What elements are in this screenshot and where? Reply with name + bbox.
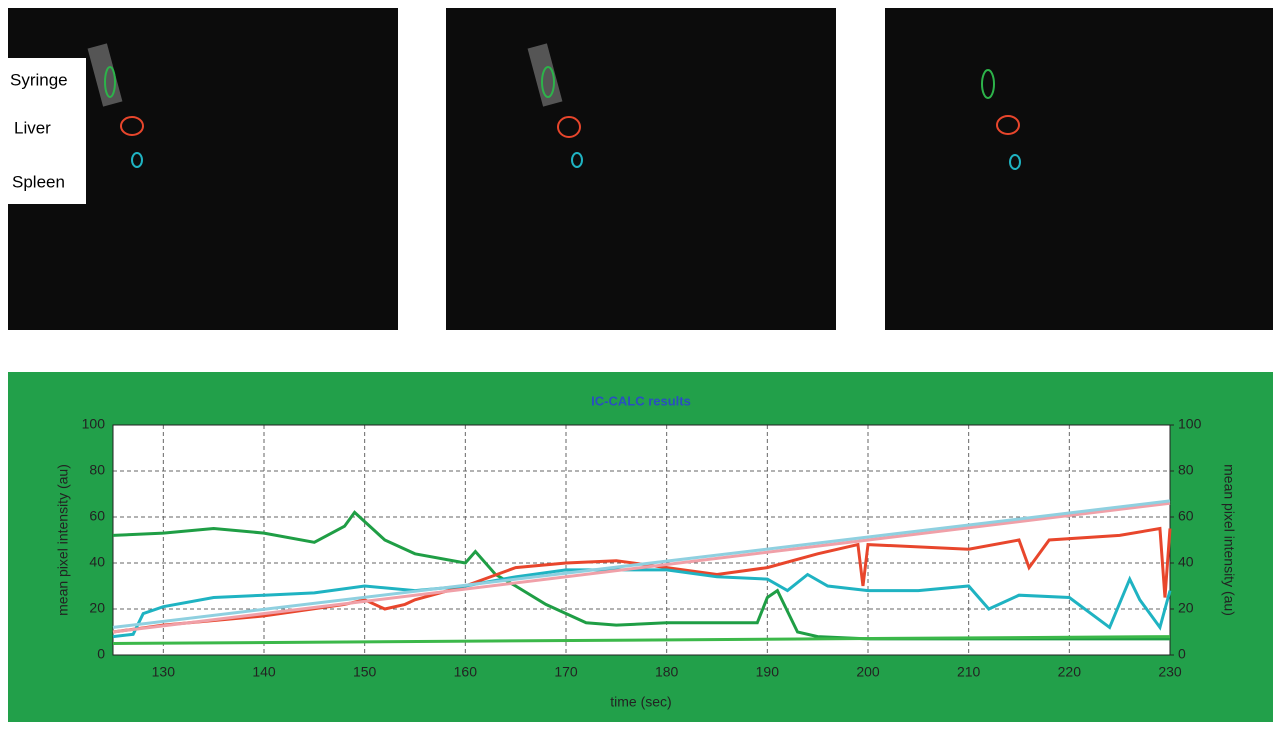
- y-tick-label: 80: [89, 462, 105, 478]
- y-tick-label: 0: [97, 646, 105, 662]
- x-tick-label: 190: [756, 664, 780, 680]
- roi-label: Spleen: [12, 172, 65, 191]
- series-line: [112, 499, 1171, 629]
- roi: [1009, 154, 1021, 170]
- x-tick-label: 130: [152, 664, 176, 680]
- image-panel: [885, 8, 1273, 330]
- y2-tick-label: 20: [1178, 600, 1194, 616]
- y-axis-label: mean pixel intensity (au): [55, 464, 71, 616]
- x-tick-label: 150: [353, 664, 377, 680]
- image-panel: [446, 8, 836, 330]
- series-line: [112, 568, 1172, 639]
- y2-tick-label: 80: [1178, 462, 1194, 478]
- y-tick-label: 100: [82, 416, 106, 432]
- y-tick-label: 60: [89, 508, 105, 524]
- x-tick-label: 230: [1158, 664, 1182, 680]
- series-line: [112, 526, 1172, 634]
- x-tick-label: 180: [655, 664, 679, 680]
- x-tick-label: 210: [957, 664, 981, 680]
- roi: [996, 115, 1020, 135]
- roi: [104, 66, 116, 98]
- roi: [541, 66, 555, 98]
- x-tick-label: 140: [252, 664, 276, 680]
- y2-tick-label: 100: [1178, 416, 1202, 432]
- x-tick-label: 160: [454, 664, 478, 680]
- series-line: [112, 501, 1171, 634]
- plot-area: [113, 425, 1170, 655]
- roi: [981, 69, 995, 99]
- roi-label: Syringe: [10, 70, 68, 89]
- roi: [131, 152, 143, 168]
- roi: [557, 116, 581, 138]
- chart-title: IC-CALC results: [591, 393, 691, 408]
- y2-tick-label: 60: [1178, 508, 1194, 524]
- y2-axis-label: mean pixel intensity (au): [1221, 464, 1237, 616]
- roi: [120, 116, 144, 136]
- x-axis-label: time (sec): [610, 694, 671, 710]
- x-tick-label: 220: [1058, 664, 1082, 680]
- y-tick-label: 40: [89, 554, 105, 570]
- x-tick-label: 200: [856, 664, 880, 680]
- series-line: [112, 510, 1170, 641]
- y-tick-label: 20: [89, 600, 105, 616]
- series-line: [112, 635, 1171, 645]
- x-tick-label: 170: [554, 664, 578, 680]
- y2-tick-label: 0: [1178, 646, 1186, 662]
- roi: [571, 152, 583, 168]
- roi-label: Liver: [14, 118, 51, 137]
- label-box: [0, 58, 86, 204]
- y2-tick-label: 40: [1178, 554, 1194, 570]
